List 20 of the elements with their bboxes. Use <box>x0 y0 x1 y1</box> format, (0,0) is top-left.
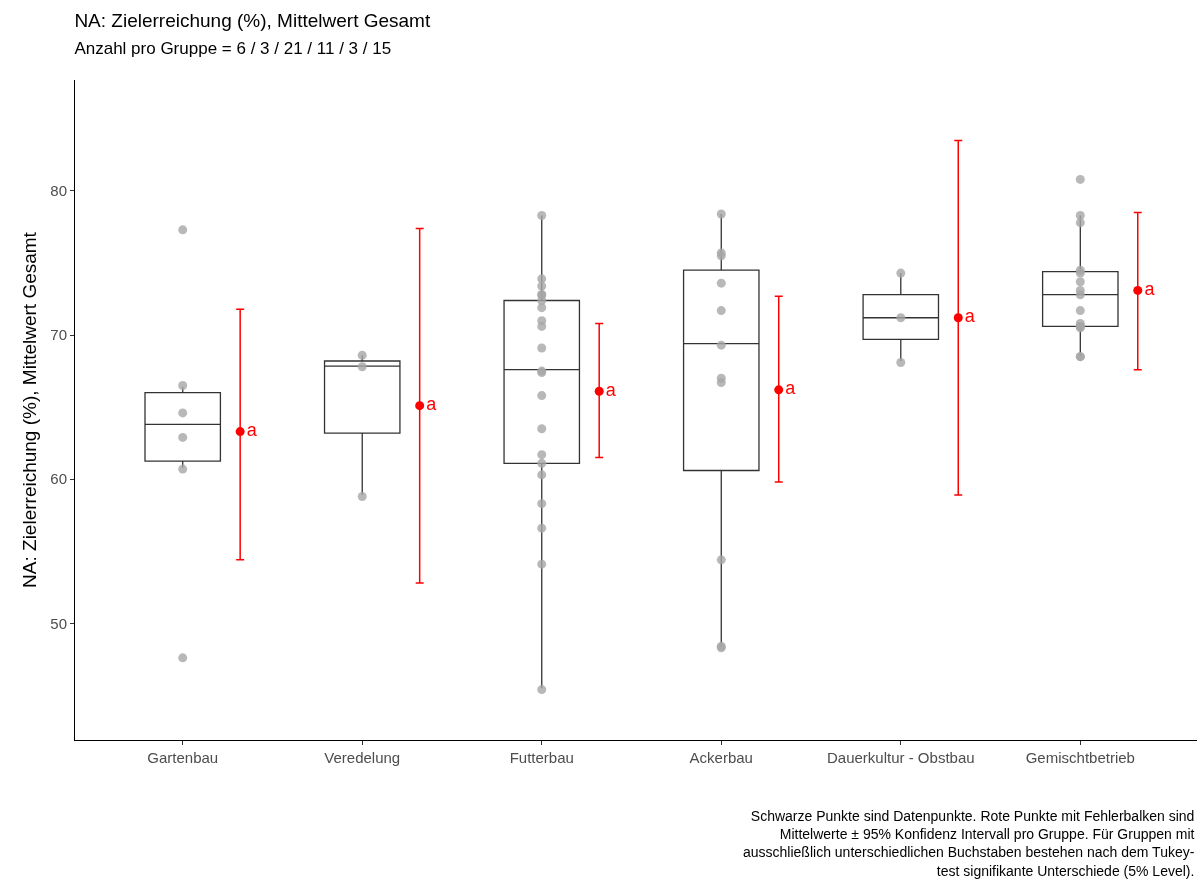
data-label: a <box>426 394 438 415</box>
data-label: a <box>1144 278 1156 299</box>
x-tick-label: Gemischtbetrieb <box>1025 749 1135 766</box>
data-label: a <box>964 306 976 327</box>
x-tick-label: Gartenbau <box>147 749 219 766</box>
y-tick-label: 80 <box>50 182 67 200</box>
y-tick-label: 50 <box>50 614 67 632</box>
y-axis-title: NA: Zielerreichung (%), Mittelwert Gesamt <box>74 9 431 31</box>
data-label: a <box>246 420 258 441</box>
y-tick-label: 60 <box>50 470 67 488</box>
data-label: a <box>785 378 797 399</box>
x-tick-label: Futterbau <box>509 749 574 766</box>
data-label: a <box>605 379 617 400</box>
x-tick-label: Veredelung <box>324 749 401 766</box>
x-tick-label: Dauerkultur - Obstbau <box>827 749 975 766</box>
y-tick-label: 70 <box>50 326 67 344</box>
chart-subtitle: Anzahl pro Gruppe = 6 / 3 / 21 / 11 / 3 / 15 <box>74 39 392 58</box>
text: NA: Zielerreichung (%), Mittelwert Gesamt <box>19 231 41 588</box>
text: Schwarze Punkte sind Datenpunkte. Rote Punkte mit Fehlerbalken sind Mittelwerte ± 95% Konfidenz Intervall pro Gruppe. Für Gruppen mit ausschließlich unterschiedlichen Buchstaben bestehen nach dem Tukey- test signifikante Unterschiede (5% Level). <box>743 808 1195 879</box>
x-tick-label: Ackerbau <box>689 749 753 766</box>
